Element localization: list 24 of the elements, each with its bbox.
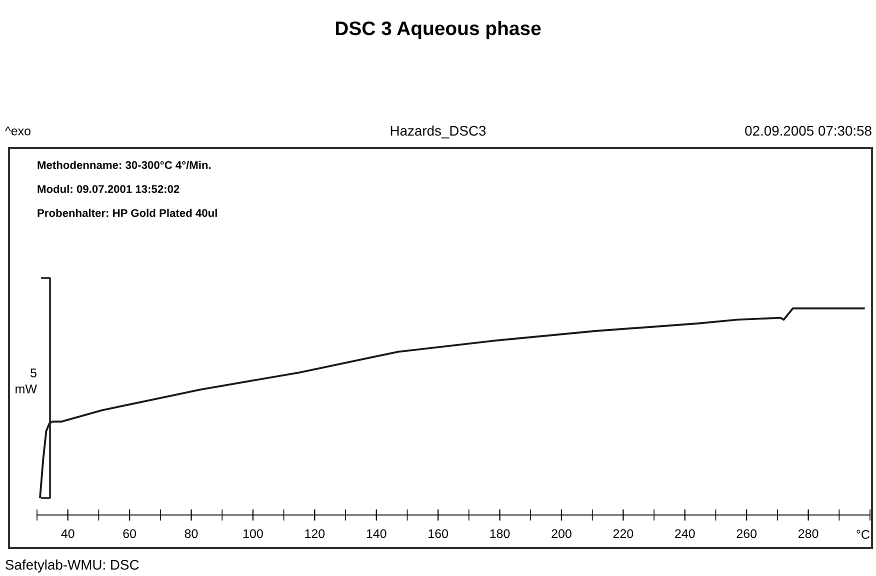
x-axis-title: °C bbox=[856, 530, 870, 539]
text: mW bbox=[16, 384, 37, 394]
text: Safetylab-WMU: DSC bbox=[6, 560, 139, 572]
x-tick-label: 60 bbox=[123, 529, 136, 538]
x-tick-label: 80 bbox=[184, 529, 198, 538]
x-tick-label: 120 bbox=[305, 529, 325, 538]
x-tick-label: 140 bbox=[366, 529, 386, 538]
chart-title: DSC 3 Aqueous phase bbox=[336, 20, 541, 40]
x-tick-label: 100 bbox=[243, 529, 263, 538]
text: Hazards_DSC3 bbox=[390, 126, 486, 138]
x-tick-label: 260 bbox=[736, 529, 757, 538]
text: Modul: 09.07.2001 13:52:02 bbox=[38, 184, 180, 193]
text: Methodenname: 30-300°C 4°/Min. bbox=[38, 160, 211, 170]
x-tick-label: 160 bbox=[428, 529, 448, 538]
x-tick-label: 220 bbox=[613, 529, 634, 538]
text: 02.09.2005 07:30:58 bbox=[745, 126, 872, 136]
text: ^exo bbox=[5, 126, 30, 136]
x-tick-label: 280 bbox=[798, 529, 818, 538]
x-tick-label: 240 bbox=[675, 529, 695, 538]
x-tick-label: 180 bbox=[490, 529, 510, 538]
text: 5 bbox=[30, 368, 36, 378]
x-tick-label: 200 bbox=[552, 529, 572, 538]
x-tick-label: 40 bbox=[61, 529, 74, 538]
text: Probenhalter: HP Gold Plated 40ul bbox=[38, 208, 217, 217]
